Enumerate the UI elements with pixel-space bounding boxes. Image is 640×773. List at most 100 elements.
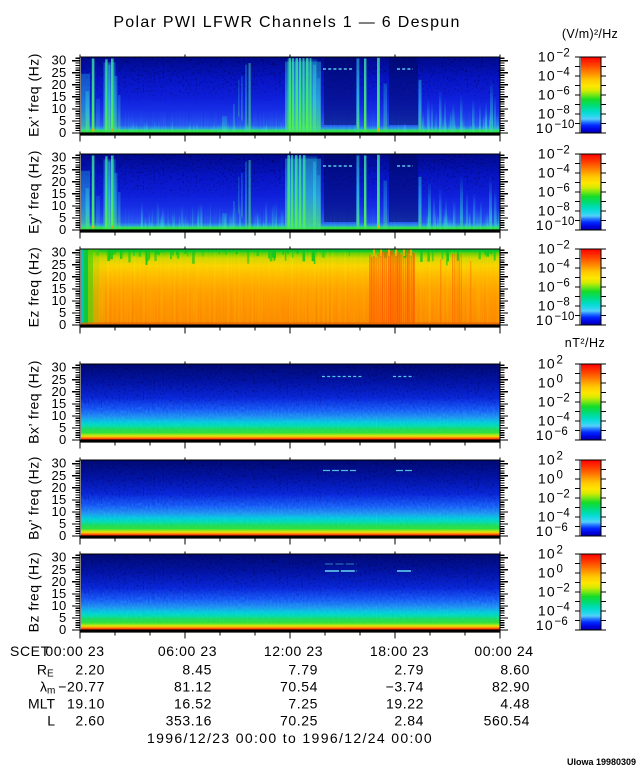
svg-text:82.90: 82.90	[492, 679, 530, 695]
svg-text:−8: −8	[557, 202, 571, 214]
svg-text:18:00 23: 18:00 23	[370, 643, 429, 659]
svg-text:25: 25	[51, 162, 66, 177]
svg-text:−4: −4	[557, 602, 571, 614]
svg-text:−2: −2	[557, 145, 571, 157]
svg-text:Bz freq (Hz): Bz freq (Hz)	[26, 552, 42, 633]
svg-text:10: 10	[538, 87, 556, 103]
svg-text:10: 10	[51, 293, 66, 308]
svg-text:−4: −4	[557, 412, 571, 424]
svg-text:10: 10	[538, 565, 556, 581]
svg-text:19.22: 19.22	[386, 696, 424, 712]
svg-text:15: 15	[51, 186, 66, 201]
svg-text:E: E	[47, 669, 54, 680]
svg-text:2.84: 2.84	[394, 713, 424, 729]
svg-text:2.20: 2.20	[75, 662, 105, 678]
svg-text:Ey’ freq (Hz): Ey’ freq (Hz)	[26, 150, 42, 234]
svg-text:10: 10	[538, 356, 556, 372]
svg-text:UIowa 19980309: UIowa 19980309	[567, 757, 636, 767]
svg-text:10: 10	[51, 198, 66, 213]
svg-text:10: 10	[538, 413, 556, 429]
svg-text:15: 15	[51, 89, 66, 104]
svg-text:30: 30	[51, 150, 66, 165]
svg-text:20: 20	[51, 574, 66, 589]
svg-text:10: 10	[536, 427, 554, 443]
svg-text:30: 30	[51, 360, 66, 375]
svg-text:25: 25	[51, 65, 66, 80]
svg-text:−4: −4	[557, 67, 571, 79]
svg-text:−2: −2	[557, 489, 571, 501]
svg-text:10: 10	[538, 375, 556, 391]
svg-text:5: 5	[59, 210, 67, 225]
svg-text:10: 10	[538, 146, 556, 162]
svg-text:5: 5	[59, 305, 67, 320]
svg-text:10: 10	[538, 68, 556, 84]
svg-text:Ez freq (Hz): Ez freq (Hz)	[26, 247, 42, 328]
svg-text:m: m	[47, 686, 55, 697]
svg-text:25: 25	[51, 562, 66, 577]
svg-text:−10: −10	[555, 311, 575, 323]
svg-text:0: 0	[557, 564, 564, 576]
svg-text:10: 10	[538, 584, 556, 600]
svg-text:06:00 23: 06:00 23	[158, 643, 217, 659]
svg-text:10: 10	[538, 184, 556, 200]
svg-text:(V/m)²/Hz: (V/m)²/Hz	[562, 27, 618, 41]
svg-text:560.54: 560.54	[484, 713, 530, 729]
svg-text:10: 10	[51, 598, 66, 613]
svg-text:10: 10	[538, 509, 556, 525]
svg-text:15: 15	[51, 281, 66, 296]
svg-text:λ: λ	[40, 679, 47, 695]
svg-text:0: 0	[59, 317, 67, 332]
svg-text:−4: −4	[557, 164, 571, 176]
svg-text:20: 20	[51, 480, 66, 495]
svg-text:−2: −2	[557, 393, 571, 405]
svg-text:0: 0	[59, 222, 67, 237]
svg-text:10: 10	[538, 546, 556, 562]
svg-text:10: 10	[538, 490, 556, 506]
svg-text:5: 5	[59, 516, 67, 531]
svg-text:2: 2	[557, 451, 564, 463]
svg-text:−6: −6	[557, 86, 571, 98]
svg-text:12:00 23: 12:00 23	[264, 643, 323, 659]
svg-text:−10: −10	[555, 216, 575, 228]
svg-text:30: 30	[51, 550, 66, 565]
svg-text:−6: −6	[557, 183, 571, 195]
svg-text:5: 5	[59, 610, 67, 625]
svg-text:15: 15	[51, 586, 66, 601]
svg-text:10: 10	[538, 106, 556, 122]
svg-text:30: 30	[51, 53, 66, 68]
svg-text:10: 10	[538, 603, 556, 619]
svg-text:−6: −6	[557, 278, 571, 290]
svg-text:10: 10	[51, 101, 66, 116]
svg-text:Bx’ freq (Hz): Bx’ freq (Hz)	[26, 360, 42, 444]
svg-text:R: R	[37, 662, 47, 678]
svg-text:70.25: 70.25	[280, 713, 318, 729]
svg-text:−4: −4	[557, 508, 571, 520]
svg-text:−2: −2	[557, 48, 571, 60]
svg-text:10: 10	[538, 165, 556, 181]
svg-text:20: 20	[51, 269, 66, 284]
svg-text:10: 10	[538, 241, 556, 257]
svg-text:0: 0	[557, 470, 564, 482]
svg-text:MLT: MLT	[28, 696, 55, 712]
svg-text:2.60: 2.60	[75, 713, 105, 729]
svg-text:30: 30	[51, 245, 66, 260]
svg-text:25: 25	[51, 468, 66, 483]
svg-text:10: 10	[536, 312, 554, 328]
svg-text:20: 20	[51, 174, 66, 189]
svg-text:0: 0	[557, 374, 564, 386]
svg-text:nT²/Hz: nT²/Hz	[565, 336, 606, 350]
svg-text:10: 10	[538, 279, 556, 295]
svg-text:By’ freq (Hz): By’ freq (Hz)	[26, 456, 42, 540]
svg-text:−3.74: −3.74	[386, 679, 424, 695]
svg-text:10: 10	[536, 617, 554, 633]
svg-text:0: 0	[59, 528, 67, 543]
svg-text:−4: −4	[557, 259, 571, 271]
svg-text:SCET: SCET	[10, 643, 50, 659]
svg-text:10: 10	[538, 394, 556, 410]
svg-text:0: 0	[59, 125, 67, 140]
svg-text:0: 0	[59, 622, 67, 637]
svg-text:1996/12/23 00:00 to 1996/12/24: 1996/12/23 00:00 to 1996/12/24 00:00	[147, 730, 433, 746]
svg-text:7.25: 7.25	[288, 696, 318, 712]
svg-text:8.60: 8.60	[500, 662, 530, 678]
svg-text:−8: −8	[557, 297, 571, 309]
